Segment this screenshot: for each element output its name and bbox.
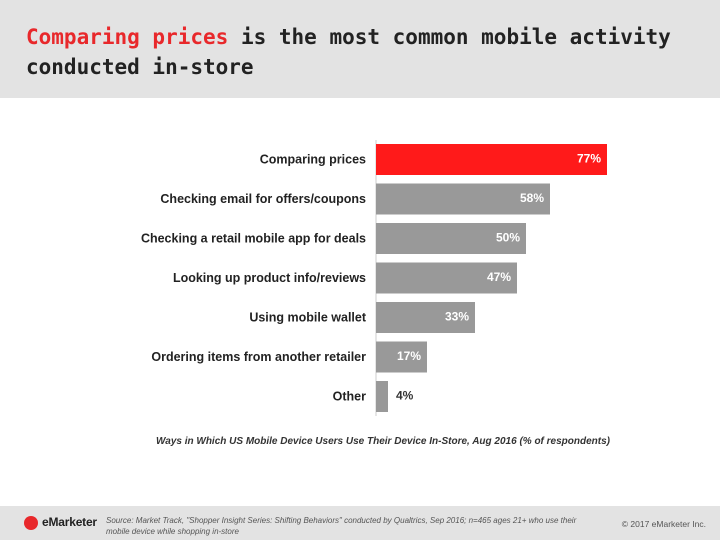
value-label: 50% (496, 231, 520, 245)
footer-band: eMarketer Source: Market Track, "Shopper… (0, 506, 720, 540)
bar (376, 183, 550, 215)
value-label: 47% (487, 270, 511, 284)
category-label: Looking up product info/reviews (173, 271, 366, 285)
category-label: Checking a retail mobile app for deals (141, 232, 366, 246)
page-title: Comparing prices is the most common mobi… (26, 22, 720, 82)
category-label: Comparing prices (260, 153, 366, 167)
bar-chart: Comparing prices 77% Checking email for of… (141, 140, 607, 416)
value-label: 4% (396, 389, 414, 403)
title-rest: is the most common mobile activity condu… (26, 25, 671, 79)
header-band: Comparing prices is the most common mobi… (0, 0, 720, 98)
bar (376, 302, 475, 333)
logo-text: eMarketer (42, 515, 97, 529)
copyright: © 2017 eMarketer Inc. (621, 519, 706, 529)
bar (376, 223, 526, 254)
source-note: Source: Market Track, "Shopper Insight S… (106, 516, 577, 536)
chart-subtitle: Ways in Which US Mobile Device Users Use… (156, 436, 611, 447)
value-label: 17% (397, 349, 421, 363)
category-label: Other (333, 390, 366, 404)
emarketer-logo: eMarketer (24, 513, 104, 533)
bar (376, 144, 607, 175)
category-label: Using mobile wallet (249, 311, 367, 325)
category-label: Checking email for offers/coupons (160, 192, 366, 206)
bar (376, 341, 427, 373)
bar (376, 381, 388, 412)
category-label: Ordering items from another retailer (151, 350, 366, 364)
value-label: 58% (520, 191, 544, 205)
logo-dot-icon (24, 516, 38, 530)
bar (376, 262, 517, 294)
value-label: 33% (445, 310, 469, 324)
title-highlight: Comparing prices (26, 25, 229, 49)
value-label: 77% (577, 152, 601, 166)
